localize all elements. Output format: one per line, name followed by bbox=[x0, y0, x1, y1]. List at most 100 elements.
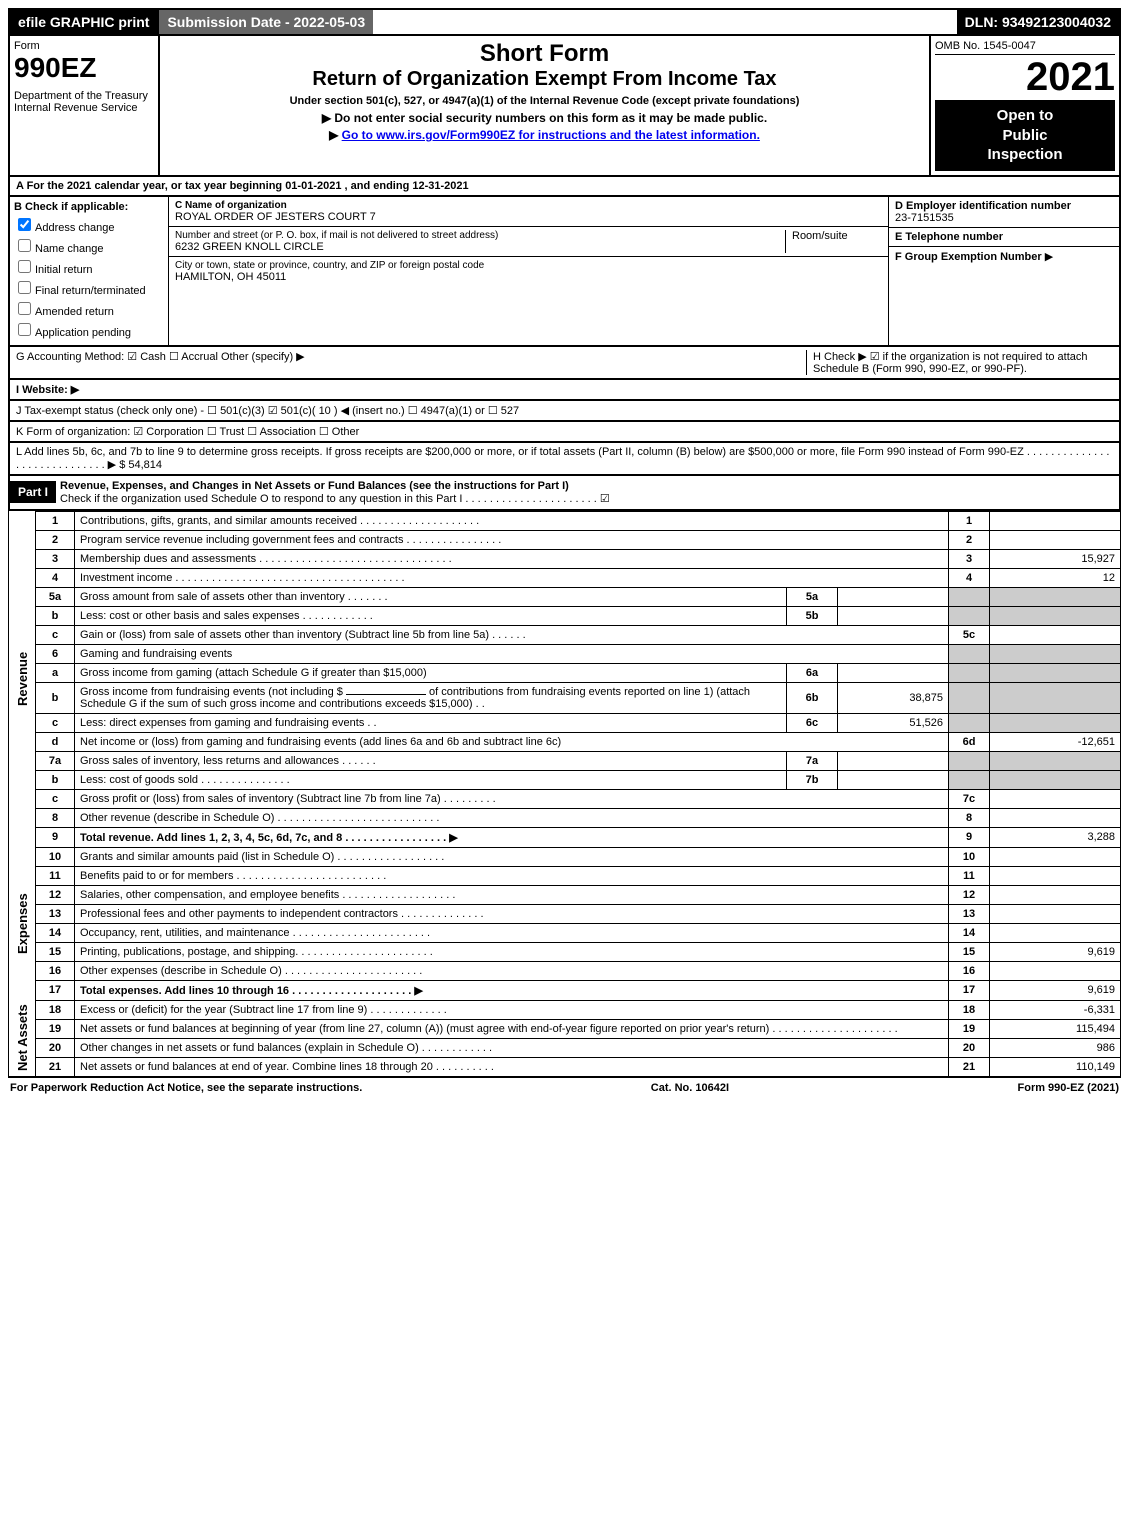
ln21-desc: Net assets or fund balances at end of ye… bbox=[75, 1057, 949, 1076]
check-address-change[interactable]: Address change bbox=[14, 215, 164, 234]
line-g: G Accounting Method: ☑ Cash ☐ Accrual Ot… bbox=[16, 350, 806, 375]
form-number: 990EZ bbox=[14, 52, 154, 84]
department: Department of the Treasury Internal Reve… bbox=[14, 90, 154, 114]
c-city-label: City or town, state or province, country… bbox=[175, 260, 882, 271]
ln20-desc: Other changes in net assets or fund bala… bbox=[75, 1038, 949, 1057]
check-initial-return[interactable]: Initial return bbox=[14, 257, 164, 276]
room-label: Room/suite bbox=[785, 230, 882, 253]
ln14-desc: Occupancy, rent, utilities, and maintena… bbox=[75, 923, 949, 942]
ln6d-val: -12,651 bbox=[990, 732, 1121, 751]
ln6c-subval: 51,526 bbox=[838, 713, 949, 732]
goto-link[interactable]: Go to www.irs.gov/Form990EZ for instruct… bbox=[342, 128, 760, 142]
ln19-val: 115,494 bbox=[990, 1019, 1121, 1038]
c-street-label: Number and street (or P. O. box, if mail… bbox=[175, 230, 785, 241]
ln6b-desc: Gross income from fundraising events (no… bbox=[75, 682, 787, 713]
ln9-val: 3,288 bbox=[990, 827, 1121, 847]
ln16-val bbox=[990, 961, 1121, 980]
ln6-desc: Gaming and fundraising events bbox=[75, 644, 949, 663]
info-grid: B Check if applicable: Address change Na… bbox=[8, 197, 1121, 347]
ln20-val: 986 bbox=[990, 1038, 1121, 1057]
ln15-val: 9,619 bbox=[990, 942, 1121, 961]
ln7c-val bbox=[990, 789, 1121, 808]
c-street: 6232 GREEN KNOLL CIRCLE bbox=[175, 241, 785, 253]
ln5a-desc: Gross amount from sale of assets other t… bbox=[75, 587, 787, 606]
form-header: Form 990EZ Department of the Treasury In… bbox=[8, 36, 1121, 177]
c-name: ROYAL ORDER OF JESTERS COURT 7 bbox=[175, 211, 882, 223]
part1-label: Part I bbox=[10, 481, 56, 503]
paperwork-note: For Paperwork Reduction Act Notice, see … bbox=[10, 1082, 362, 1094]
header-center: Short Form Return of Organization Exempt… bbox=[160, 36, 929, 175]
ln12-desc: Salaries, other compensation, and employ… bbox=[75, 885, 949, 904]
part1-header: Part I Revenue, Expenses, and Changes in… bbox=[8, 476, 1121, 511]
ln7b-sub: 7b bbox=[787, 770, 838, 789]
line-i: I Website: ▶ bbox=[8, 380, 1121, 401]
netassets-side-label: Net Assets bbox=[9, 1000, 36, 1076]
ln5c-desc: Gain or (loss) from sale of assets other… bbox=[75, 625, 949, 644]
ln1-val bbox=[990, 511, 1121, 530]
tax-year: 2021 bbox=[935, 55, 1115, 100]
col-def: D Employer identification number 23-7151… bbox=[889, 197, 1119, 345]
cat-no: Cat. No. 10642I bbox=[651, 1082, 729, 1094]
ln5a-subval bbox=[838, 587, 949, 606]
ln1-no: 1 bbox=[36, 511, 75, 530]
check-amended[interactable]: Amended return bbox=[14, 299, 164, 318]
section-note: Under section 501(c), 527, or 4947(a)(1)… bbox=[164, 95, 925, 107]
check-name-change[interactable]: Name change bbox=[14, 236, 164, 255]
ln5b-sub: 5b bbox=[787, 606, 838, 625]
ln9-desc: Total revenue. Add lines 1, 2, 3, 4, 5c,… bbox=[75, 827, 949, 847]
d-label: D Employer identification number bbox=[895, 200, 1071, 212]
expenses-side-label: Expenses bbox=[9, 847, 36, 1000]
ln7a-subval bbox=[838, 751, 949, 770]
col-c: C Name of organization ROYAL ORDER OF JE… bbox=[169, 197, 889, 345]
check-pending[interactable]: Application pending bbox=[14, 320, 164, 339]
ln10-val bbox=[990, 847, 1121, 866]
check-final-return[interactable]: Final return/terminated bbox=[14, 278, 164, 297]
revenue-side-label: Revenue bbox=[9, 511, 36, 847]
ln16-desc: Other expenses (describe in Schedule O) … bbox=[75, 961, 949, 980]
ln6a-subval bbox=[838, 663, 949, 682]
ln21-val: 110,149 bbox=[990, 1057, 1121, 1076]
ln13-desc: Professional fees and other payments to … bbox=[75, 904, 949, 923]
ln18-val: -6,331 bbox=[990, 1000, 1121, 1019]
line-l: L Add lines 5b, 6c, and 7b to line 9 to … bbox=[8, 443, 1121, 476]
open-inspection: Open to Public Inspection bbox=[935, 100, 1115, 171]
b-label: B Check if applicable: bbox=[14, 201, 128, 213]
form-ref: Form 990-EZ (2021) bbox=[1018, 1082, 1119, 1094]
ln7b-desc: Less: cost of goods sold . . . . . . . .… bbox=[75, 770, 787, 789]
ln6b-subval: 38,875 bbox=[838, 682, 949, 713]
ln10-desc: Grants and similar amounts paid (list in… bbox=[75, 847, 949, 866]
c-name-label: C Name of organization bbox=[175, 200, 882, 211]
e-label: E Telephone number bbox=[895, 231, 1003, 243]
ln3-val: 15,927 bbox=[990, 549, 1121, 568]
part1-title: Revenue, Expenses, and Changes in Net As… bbox=[60, 480, 569, 492]
part1-desc: Revenue, Expenses, and Changes in Net As… bbox=[56, 476, 1119, 509]
ln4-val: 12 bbox=[990, 568, 1121, 587]
ln6c-desc: Less: direct expenses from gaming and fu… bbox=[75, 713, 787, 732]
goto-note bbox=[329, 128, 342, 142]
dln: DLN: 93492123004032 bbox=[957, 10, 1119, 34]
ln7b-subval bbox=[838, 770, 949, 789]
ln6a-desc: Gross income from gaming (attach Schedul… bbox=[75, 663, 787, 682]
header-left: Form 990EZ Department of the Treasury In… bbox=[10, 36, 160, 175]
ln6b-sub: 6b bbox=[787, 682, 838, 713]
submission-date: Submission Date - 2022-05-03 bbox=[157, 10, 373, 34]
header-right: OMB No. 1545-0047 2021 Open to Public In… bbox=[929, 36, 1119, 175]
ln11-desc: Benefits paid to or for members . . . . … bbox=[75, 866, 949, 885]
omb: OMB No. 1545-0047 bbox=[935, 40, 1115, 55]
ln6d-desc: Net income or (loss) from gaming and fun… bbox=[75, 732, 949, 751]
title-main: Return of Organization Exempt From Incom… bbox=[164, 68, 925, 91]
c-city: HAMILTON, OH 45011 bbox=[175, 271, 882, 283]
form-table: Revenue 1 Contributions, gifts, grants, … bbox=[8, 511, 1121, 1077]
ln1-desc: Contributions, gifts, grants, and simila… bbox=[75, 511, 949, 530]
line-k: K Form of organization: ☑ Corporation ☐ … bbox=[8, 422, 1121, 443]
f-label: F Group Exemption Number bbox=[895, 251, 1042, 263]
part1-check-note: Check if the organization used Schedule … bbox=[60, 493, 610, 505]
ln15-desc: Printing, publications, postage, and shi… bbox=[75, 942, 949, 961]
ln8-desc: Other revenue (describe in Schedule O) .… bbox=[75, 808, 949, 827]
ln5a-sub: 5a bbox=[787, 587, 838, 606]
ln5b-subval bbox=[838, 606, 949, 625]
ln8-val bbox=[990, 808, 1121, 827]
ln17-desc: Total expenses. Add lines 10 through 16 … bbox=[75, 980, 949, 1000]
title-short: Short Form bbox=[164, 40, 925, 68]
footer: For Paperwork Reduction Act Notice, see … bbox=[8, 1077, 1121, 1098]
